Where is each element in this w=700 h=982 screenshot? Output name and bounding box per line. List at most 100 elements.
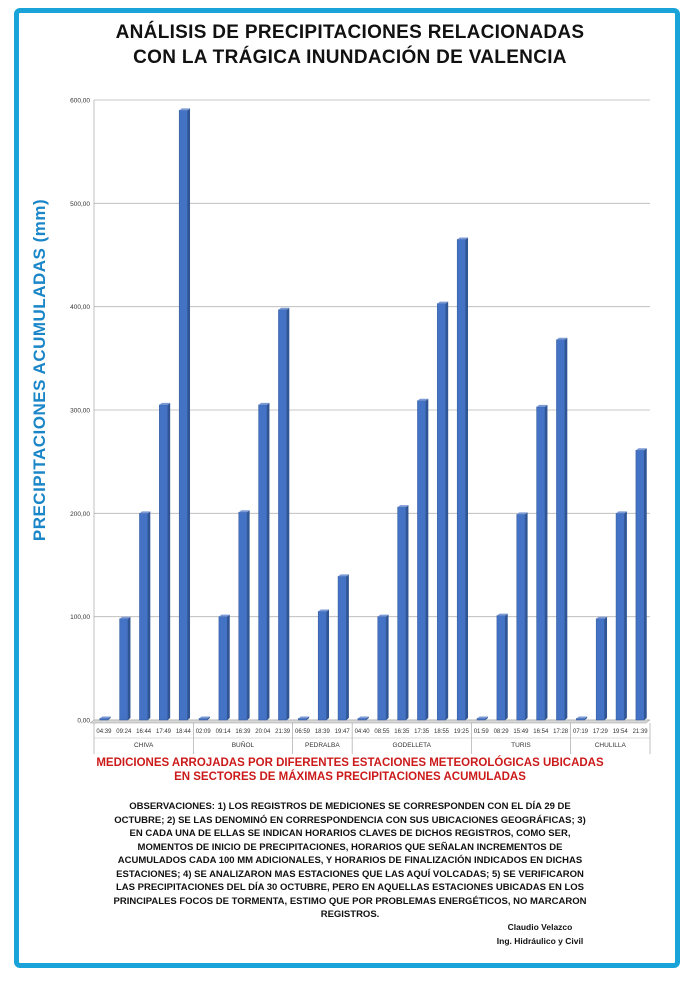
- bar: [635, 450, 645, 721]
- x-tick-label: 21:39: [633, 729, 649, 735]
- bar-side: [425, 398, 429, 720]
- bar-top: [437, 301, 449, 304]
- observations-line: PRINCIPALES FOCOS DE TORMENTA, ESTIMO QU…: [113, 895, 587, 907]
- bar: [198, 718, 208, 721]
- bar-side: [644, 448, 647, 720]
- bar: [178, 110, 188, 721]
- bar-top: [496, 613, 508, 616]
- observations-line: EN CADA UNA DE ELLAS SE INDICAN HORARIOS…: [129, 828, 571, 839]
- bar: [377, 616, 387, 721]
- x-tick-label: 17:49: [156, 729, 172, 735]
- bar: [218, 616, 228, 721]
- bar-side: [207, 716, 210, 720]
- group-label: CHULILLA: [595, 742, 627, 749]
- chart-title: ANÁLISIS DE PRECIPITACIONES RELACIONADAS…: [20, 20, 680, 70]
- x-tick-label: 08:29: [494, 729, 510, 735]
- bar-top: [179, 108, 191, 111]
- y-tick-label: 300,00: [70, 408, 90, 415]
- bar-top: [199, 716, 210, 719]
- bar-top: [298, 716, 310, 719]
- bar: [437, 303, 446, 721]
- bar-top: [119, 616, 131, 619]
- bar: [317, 611, 327, 721]
- x-tick-label: 08:55: [374, 729, 390, 735]
- bar-side: [227, 614, 230, 720]
- bar-top: [536, 404, 548, 407]
- bar: [357, 718, 367, 721]
- bar-top: [477, 716, 488, 719]
- bar-side: [405, 505, 409, 720]
- x-tick-label: 09:24: [116, 729, 132, 735]
- group-label: CHIVA: [134, 742, 154, 749]
- bar-side: [147, 511, 151, 720]
- y-tick-label: 100,00: [70, 614, 90, 621]
- x-tick-label: 19:25: [454, 729, 470, 735]
- bar-top: [397, 505, 409, 508]
- bar: [337, 576, 347, 721]
- observations-line: OBSERVACIONES: 1) LOS REGISTROS DE MEDIC…: [129, 801, 571, 812]
- x-tick-label: 01:59: [474, 729, 490, 735]
- bar-side: [564, 337, 568, 720]
- observations-line: LAS PRECIPITACIONES DEL DÍA 30 OCTUBRE, …: [115, 882, 584, 893]
- x-tick-label: 07:19: [573, 729, 589, 735]
- observations-line: ESTACIONES; 4) SE ANALIZARON MAS ESTACIO…: [116, 868, 584, 880]
- bar-top: [238, 510, 250, 513]
- chart-title-line-2: CON LA TRÁGICA INUNDACIÓN DE VALENCIA: [133, 47, 567, 68]
- bar: [397, 506, 407, 721]
- bar-top: [635, 448, 647, 451]
- bar-side: [108, 716, 111, 720]
- page-frame: [14, 8, 680, 968]
- bar-top: [596, 616, 608, 619]
- x-tick-label: 04:39: [96, 729, 112, 735]
- bar: [556, 339, 566, 721]
- bar-top: [218, 614, 230, 617]
- bar-top: [576, 716, 588, 719]
- signature: Claudio Velazco Ing. Hidráulico y Civil: [470, 920, 610, 948]
- bar-top: [278, 307, 290, 310]
- bar: [615, 513, 625, 721]
- bar-side: [525, 512, 528, 720]
- bar: [595, 618, 605, 721]
- bar: [159, 404, 168, 721]
- group-label: BUÑOL: [232, 740, 255, 749]
- y-tick-label: 200,00: [70, 511, 90, 518]
- bar-top: [318, 609, 330, 612]
- bar: [238, 512, 248, 721]
- caption-line-2: EN SECTORES DE MÁXIMAS PRECIPITACIONES A…: [174, 771, 526, 783]
- bar-side: [445, 301, 449, 720]
- bar-side: [346, 574, 349, 720]
- observations: OBSERVACIONES: 1) LOS REGISTROS DE MEDIC…: [60, 800, 640, 922]
- observations-line: REGISTROS.: [320, 909, 380, 920]
- group-label: GODELLETA: [392, 742, 431, 749]
- bar-top: [417, 398, 429, 401]
- x-tick-label: 16:54: [533, 729, 549, 735]
- bar-top: [377, 614, 389, 617]
- y-tick-label: 400,00: [70, 304, 90, 311]
- bar: [516, 514, 526, 721]
- bar-top: [556, 337, 568, 340]
- bar: [99, 718, 109, 721]
- bar: [476, 718, 486, 721]
- bar-side: [187, 108, 191, 721]
- x-tick-label: 15:49: [513, 729, 529, 735]
- bar-side: [584, 716, 588, 720]
- bar-chart: 0,00 100,00 200,00 300,00 400,00 500,00 600,00…: [70, 98, 651, 754]
- group-label: PEDRALBA: [305, 742, 340, 749]
- bar-side: [266, 402, 270, 720]
- bar-side: [326, 609, 330, 720]
- chart-title-line-1: ANÁLISIS DE PRECIPITACIONES RELACIONADAS: [115, 22, 585, 43]
- bar-side: [485, 716, 488, 720]
- x-tick-label: 20:04: [255, 729, 271, 735]
- bar-side: [167, 402, 171, 720]
- bar-side: [544, 404, 548, 720]
- bar-top: [258, 402, 270, 405]
- bar-top: [338, 574, 349, 577]
- bar: [536, 406, 546, 721]
- bar-top: [357, 716, 369, 719]
- observations-line: OCTUBRE; 2) SE LAS DENOMINÓ EN CORRESPON…: [114, 814, 586, 826]
- observations-line: MOMENTOS DE INICIO DE PRECIPITACIONES, H…: [137, 841, 563, 853]
- group-label: TURIS: [511, 742, 531, 749]
- x-tick-label: 17:29: [593, 729, 609, 735]
- y-tick-label: 600,00: [70, 98, 90, 105]
- x-tick-label: 19:54: [613, 729, 629, 735]
